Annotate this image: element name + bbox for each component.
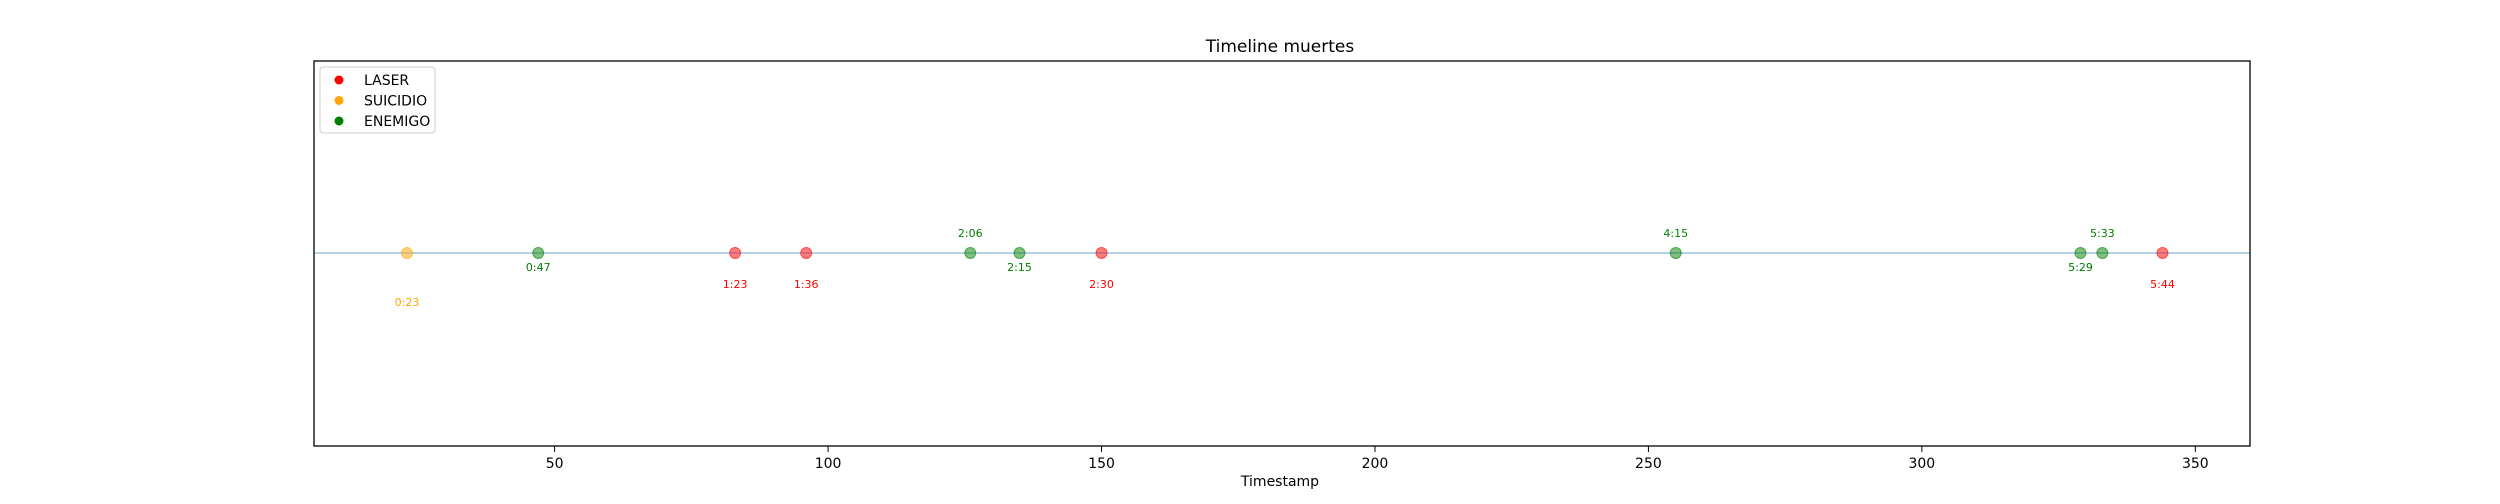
legend-label: SUICIDIO [364,94,427,110]
event-point [1095,247,1108,259]
legend-label: LASER [364,73,409,89]
x-tick-label: 250 [1635,456,1662,472]
event-point [1013,247,1026,259]
plot-area: 0:23 0:47 1:23 1:36 2:06 2:15 2:30 4:15 5:29 5:33… [314,227,2250,309]
event-label: 5:33 [2090,227,2115,240]
x-tick-label: 100 [815,456,842,472]
x-tick-label: 50 [546,456,564,472]
legend: LASER SUICIDIO ENEMIGO [319,66,436,134]
event-label: 2:30 [1089,278,1114,291]
event-point [729,247,742,259]
x-axis: 50 100 150 200 250 300 350 [546,446,2209,472]
event-label: 1:23 [723,278,748,291]
legend-marker [334,116,344,126]
legend-box [319,66,436,134]
event-label: 2:15 [1007,261,1032,274]
event-point [964,247,977,259]
x-tick-label: 200 [1362,456,1389,472]
plot-frame [313,60,2251,447]
event-label: 1:36 [794,278,819,291]
event-label: 0:23 [395,296,420,309]
event-point [2096,247,2109,259]
legend-marker [334,96,344,105]
x-tick-label: 150 [1088,456,1115,472]
event-point [2074,247,2087,259]
chart-title: Timeline muertes [1205,37,1355,57]
event-label: 2:06 [958,227,983,240]
event-label: 0:47 [526,261,551,274]
x-tick-label: 300 [1908,456,1935,472]
event-point [800,247,813,259]
event-point [1669,247,1682,259]
event-point [2156,247,2169,259]
event-label: 4:15 [1663,227,1688,240]
x-axis-label: Timestamp [1240,474,1319,490]
event-point [532,247,545,259]
x-tick-label: 350 [2182,456,2209,472]
legend-label: ENEMIGO [364,114,430,130]
legend-marker [334,75,344,85]
event-label: 5:29 [2068,261,2093,274]
event-label: 5:44 [2150,278,2175,291]
event-point [400,247,413,259]
